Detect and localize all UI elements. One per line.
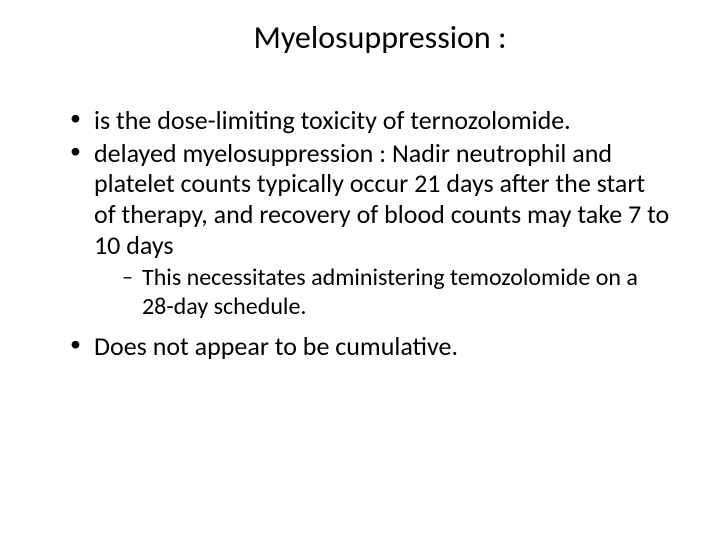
sub-bullet-item: This necessitates administering temozolo… bbox=[122, 264, 670, 321]
sub-bullet-list: This necessitates administering temozolo… bbox=[94, 264, 670, 321]
sub-bullet-text: This necessitates administering temozolo… bbox=[142, 263, 638, 320]
bullet-item: is the dose-limiting toxicity of ternozo… bbox=[70, 105, 670, 136]
slide-title: Myelosuppression : bbox=[90, 18, 670, 57]
bullet-text: Does not appear to be cumulative. bbox=[94, 330, 458, 362]
bullet-item: delayed myelosuppression : Nadir neutrop… bbox=[70, 138, 670, 321]
bullet-text: delayed myelosuppression : Nadir neutrop… bbox=[94, 137, 669, 261]
bullet-list: is the dose-limiting toxicity of ternozo… bbox=[50, 105, 670, 362]
bullet-item: Does not appear to be cumulative. bbox=[70, 331, 670, 362]
bullet-text: is the dose-limiting toxicity of ternozo… bbox=[94, 104, 571, 136]
